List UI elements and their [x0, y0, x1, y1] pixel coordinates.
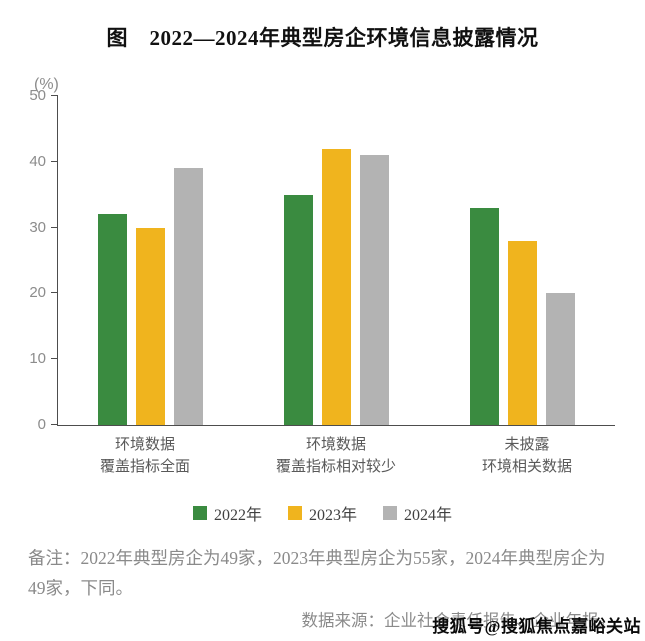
y-tick-mark [51, 424, 58, 425]
x-category-labels: 环境数据 覆盖指标全面 环境数据 覆盖指标相对较少 未披露 环境相关数据 [57, 435, 615, 479]
data-source-note: 数据来源：企业社会责任报告、企业年报。 [301, 610, 616, 630]
y-tick-mark [51, 358, 58, 360]
bar-2024年 [359, 155, 389, 425]
y-tick-label: 10 [29, 350, 46, 368]
category-label-line: 环境数据 [305, 437, 366, 453]
legend-item: 2023年 [287, 501, 357, 525]
category-label-line: 覆盖指标全面 [99, 458, 190, 475]
plot-area: 0 10 20 30 40 50 [29, 88, 615, 433]
legend-item: 2024年 [383, 501, 452, 525]
y-tick-label: 30 [29, 218, 46, 236]
category-label-line: 环境相关数据 [481, 458, 572, 475]
bar-2022年 [283, 194, 313, 425]
bar-groups [58, 96, 615, 425]
category-label-line: 覆盖指标相对较少 [275, 458, 396, 475]
legend-swatch [287, 505, 302, 520]
category-label: 环境数据覆盖指标相对较少 [276, 435, 396, 479]
bar-group [469, 96, 575, 425]
bar-2023年 [507, 240, 537, 425]
bar-group [98, 96, 204, 425]
bar-2023年 [136, 227, 166, 425]
y-tick-label: 40 [29, 152, 46, 170]
watermark: 搜狐号@搜狐焦点嘉峪关站 [432, 617, 641, 636]
legend-label: 2022年 [213, 506, 262, 524]
legend-swatch [192, 505, 207, 520]
legend: 2022年 2023年 2024年 [0, 501, 645, 525]
bar-group [283, 96, 389, 425]
y-axis-unit-label: (%) [34, 76, 59, 93]
legend-label: 2023年 [308, 506, 357, 524]
chart-title: 图 2022—2024年典型房企环境信息披露情况 [106, 26, 539, 50]
category-label-line: 环境数据 [114, 437, 175, 453]
bar-2024年 [545, 293, 575, 425]
y-tick-mark [51, 226, 58, 228]
y-tick-label: 50 [29, 87, 46, 104]
category-label: 未披露 环境相关数据 [482, 435, 572, 479]
bar-2024年 [174, 168, 204, 425]
bar-2022年 [469, 207, 499, 425]
bar-2023年 [321, 148, 351, 425]
y-tick-mark [51, 292, 58, 294]
y-tick-mark [51, 95, 58, 96]
category-label: 环境数据覆盖指标全面 [100, 435, 190, 479]
y-tick-label: 0 [37, 416, 46, 433]
legend-swatch [383, 505, 397, 520]
y-tick-mark [51, 160, 58, 162]
y-tick-label: 20 [29, 284, 46, 302]
bar-2022年 [98, 214, 128, 425]
remark-note: 备注：2022年典型房企为49家，2023年典型房企为55家，2024年典型房企… [28, 547, 606, 598]
category-label-line: 未披露 [504, 437, 550, 453]
legend-item: 2022年 [192, 501, 262, 525]
legend-label: 2024年 [404, 506, 453, 524]
